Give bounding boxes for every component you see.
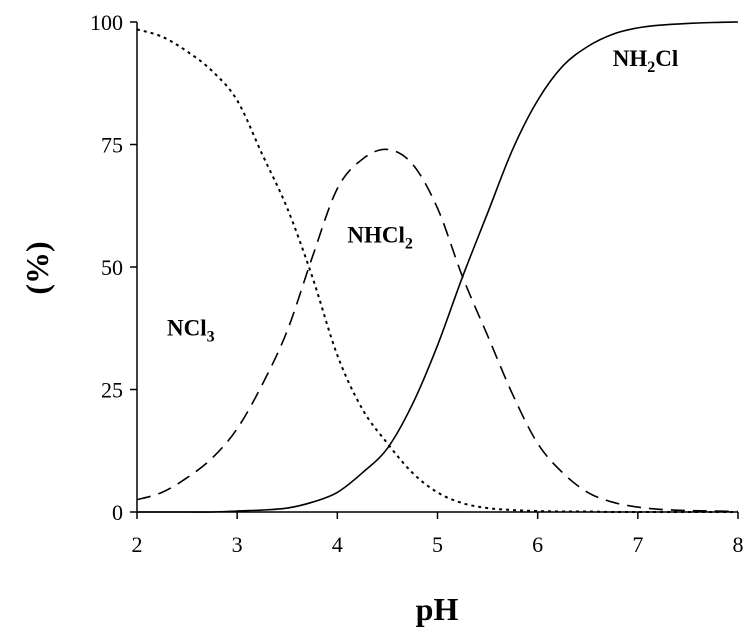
y-tick-label: 75 [101,133,123,158]
y-tick-label: 0 [112,500,123,525]
x-tick-label: 2 [132,532,143,557]
series-line-ncl3 [136,28,738,514]
x-tick-label: 4 [332,532,343,557]
y-axis-title: (%) [19,241,55,294]
x-tick-label: 6 [532,532,543,557]
x-tick-label: 7 [632,532,643,557]
x-axis-title: pH [416,591,459,627]
y-tick-label: 100 [90,10,123,35]
x-tick-label: 8 [733,532,744,557]
y-tick-label: 50 [101,255,123,280]
series-line-nhcl2 [136,148,739,513]
x-tick-label: 5 [432,532,443,557]
series-annotation: NCl3 [167,316,215,346]
series-annotation: NH2Cl [613,46,679,76]
series-line-nh2cl [136,21,739,513]
series-annotation: NHCl2 [347,223,413,253]
y-tick-label: 25 [101,378,123,403]
x-tick-label: 3 [232,532,243,557]
